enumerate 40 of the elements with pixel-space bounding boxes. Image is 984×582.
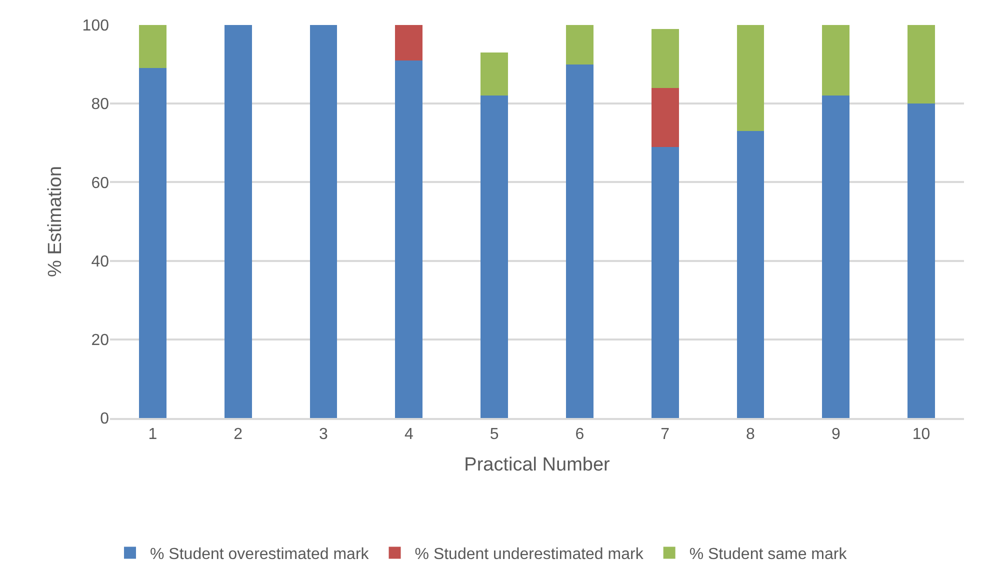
y-tick-label: 100 — [82, 18, 110, 35]
x-tick-label: 8 — [746, 426, 756, 443]
legend-label: % Student overestimated mark — [150, 546, 370, 564]
legend-label: % Student same mark — [689, 546, 848, 564]
x-tick-label: 9 — [831, 426, 840, 443]
x-axis-title: Practical Number — [464, 454, 611, 476]
x-tick-label: 4 — [404, 426, 414, 443]
bar — [395, 60, 423, 418]
y-tick-label: 60 — [91, 174, 110, 192]
x-tick-label: 5 — [490, 426, 499, 443]
y-tick-label: 80 — [91, 96, 110, 114]
x-tick-label: 6 — [575, 426, 584, 443]
bar — [566, 25, 594, 64]
legend-label: % Student underestimated mark — [414, 546, 644, 564]
bar — [310, 25, 338, 418]
bar — [224, 25, 252, 418]
bar — [139, 25, 166, 68]
bar — [480, 52, 508, 96]
bar — [651, 28, 679, 88]
y-axis-title: % Estimation — [45, 166, 66, 277]
y-tick-label: 0 — [100, 410, 110, 428]
x-tick-label: 7 — [660, 426, 670, 443]
bar — [736, 131, 764, 418]
bar — [651, 146, 679, 418]
bar — [908, 104, 935, 418]
bar — [908, 25, 935, 104]
bar — [395, 25, 423, 60]
bar — [566, 64, 594, 418]
bar — [139, 68, 166, 418]
bar — [736, 25, 764, 132]
bar — [822, 25, 850, 96]
y-tick-label: 40 — [91, 253, 110, 270]
bar — [651, 88, 679, 147]
x-tick-label: 10 — [912, 426, 930, 443]
x-tick-label: 3 — [319, 426, 328, 443]
bar — [822, 96, 850, 418]
y-tick-label: 20 — [91, 332, 110, 349]
x-tick-label: 1 — [148, 426, 158, 443]
x-tick-label: 2 — [234, 426, 243, 443]
bar — [480, 96, 508, 418]
